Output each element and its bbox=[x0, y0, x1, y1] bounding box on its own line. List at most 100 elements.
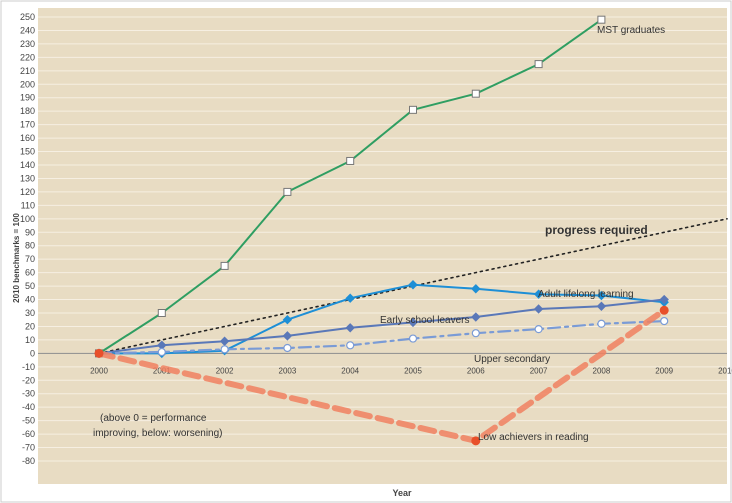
data-point bbox=[596, 301, 607, 311]
y-axis-ticks: -80 -70 -60 -50 -40 -30 -20 -10 0 10 20 30 40 50 60 70 8… bbox=[20, 12, 35, 466]
y-axis-label: 2010 benchmarks = 100 bbox=[12, 213, 21, 303]
series-line bbox=[98, 218, 728, 355]
label-mst-graduates: MST graduates bbox=[597, 25, 665, 36]
y-tick-label: 80 bbox=[25, 241, 35, 251]
note-line-1: (above 0 = performance bbox=[100, 413, 207, 424]
y-tick-label: -20 bbox=[22, 375, 35, 385]
data-point bbox=[409, 105, 417, 114]
x-tick-label: 2007 bbox=[530, 366, 548, 375]
data-point bbox=[471, 329, 480, 338]
x-axis-label: Year bbox=[392, 488, 412, 498]
y-tick-label: 120 bbox=[20, 187, 35, 197]
data-point bbox=[157, 347, 166, 357]
y-tick-label: -60 bbox=[22, 429, 35, 439]
data-point bbox=[534, 325, 543, 334]
y-tick-label: 130 bbox=[20, 173, 35, 183]
y-tick-label: 160 bbox=[20, 133, 35, 143]
y-tick-label: 180 bbox=[20, 106, 35, 116]
data-point bbox=[471, 436, 481, 446]
y-tick-label: 140 bbox=[20, 160, 35, 170]
x-tick-label: 2004 bbox=[341, 366, 359, 375]
annotations: MST graduates progress required Adult li… bbox=[93, 25, 665, 443]
y-tick-label: -80 bbox=[22, 456, 35, 466]
x-tick-label: 2005 bbox=[404, 366, 422, 375]
data-point bbox=[408, 280, 418, 290]
x-tick-label: 2003 bbox=[279, 366, 297, 375]
series-layer bbox=[94, 15, 728, 446]
note-line-2: improving, below: worsening) bbox=[93, 428, 223, 439]
y-tick-label: 220 bbox=[20, 52, 35, 62]
data-point bbox=[659, 294, 669, 305]
label-low-achievers: Low achievers in reading bbox=[478, 432, 589, 443]
data-point bbox=[282, 331, 293, 341]
series-progress-required bbox=[98, 218, 728, 355]
data-point bbox=[157, 309, 166, 317]
data-point bbox=[345, 293, 355, 303]
y-tick-label: 250 bbox=[20, 12, 35, 22]
y-tick-label: -30 bbox=[22, 389, 35, 399]
x-tick-label: 2010 bbox=[718, 366, 732, 375]
y-tick-label: 20 bbox=[25, 321, 35, 331]
data-point bbox=[596, 290, 607, 301]
series-line bbox=[98, 283, 666, 355]
data-point bbox=[471, 89, 480, 98]
y-tick-label: 40 bbox=[25, 295, 35, 305]
data-point bbox=[471, 284, 481, 294]
data-point bbox=[346, 341, 355, 350]
data-point bbox=[220, 345, 229, 354]
y-tick-label: -40 bbox=[22, 402, 35, 412]
y-tick-label: 30 bbox=[25, 308, 35, 318]
data-point bbox=[659, 305, 669, 315]
series-line bbox=[97, 320, 666, 355]
y-tick-label: 10 bbox=[25, 335, 35, 345]
data-point bbox=[408, 334, 418, 343]
x-tick-label: 2000 bbox=[90, 366, 108, 375]
y-tick-label: 190 bbox=[20, 93, 35, 103]
y-tick-label: 90 bbox=[25, 227, 35, 237]
data-point bbox=[533, 289, 544, 299]
y-tick-label: 200 bbox=[20, 79, 35, 89]
x-tick-label: 2009 bbox=[655, 366, 673, 375]
y-tick-label: 240 bbox=[20, 25, 35, 35]
y-tick-label: 70 bbox=[25, 254, 35, 264]
data-point bbox=[94, 348, 104, 358]
data-point bbox=[220, 261, 229, 270]
data-point bbox=[533, 304, 544, 314]
data-point bbox=[597, 319, 606, 328]
data-point bbox=[283, 343, 292, 353]
y-tick-label: 170 bbox=[20, 120, 35, 130]
y-tick-label: 100 bbox=[20, 214, 35, 224]
data-point bbox=[346, 156, 355, 165]
series-mst-graduates bbox=[95, 15, 606, 358]
data-point bbox=[283, 187, 292, 196]
y-tick-label: -10 bbox=[22, 362, 35, 372]
x-tick-label: 2006 bbox=[467, 366, 485, 375]
label-adult-lifelong-learning: Adult lifelong learning bbox=[538, 289, 634, 300]
data-point bbox=[282, 315, 293, 325]
x-tick-label: 2002 bbox=[216, 366, 234, 375]
gridlines bbox=[38, 16, 727, 462]
y-tick-label: 50 bbox=[25, 281, 35, 291]
data-point bbox=[345, 323, 355, 333]
data-point bbox=[408, 317, 418, 328]
y-tick-label: 210 bbox=[20, 66, 35, 76]
label-upper-secondary: Upper secondary bbox=[474, 354, 550, 365]
y-tick-label: -50 bbox=[22, 416, 35, 426]
y-tick-label: 150 bbox=[20, 147, 35, 157]
data-point bbox=[534, 60, 543, 69]
label-progress-required: progress required bbox=[545, 223, 648, 237]
label-early-school-leavers: Early school leavers bbox=[380, 315, 469, 326]
series-low-achievers-in-reading bbox=[94, 305, 669, 446]
series-early-school-leavers bbox=[94, 294, 669, 359]
y-tick-label: 110 bbox=[21, 200, 35, 210]
y-tick-label: 60 bbox=[25, 268, 35, 278]
y-tick-label: 0 bbox=[30, 348, 35, 358]
y-tick-label: 230 bbox=[20, 39, 35, 49]
data-point bbox=[471, 312, 481, 322]
data-point bbox=[597, 15, 606, 24]
data-point bbox=[660, 316, 669, 326]
x-tick-label: 2008 bbox=[593, 366, 611, 375]
y-tick-label: -70 bbox=[22, 443, 35, 453]
